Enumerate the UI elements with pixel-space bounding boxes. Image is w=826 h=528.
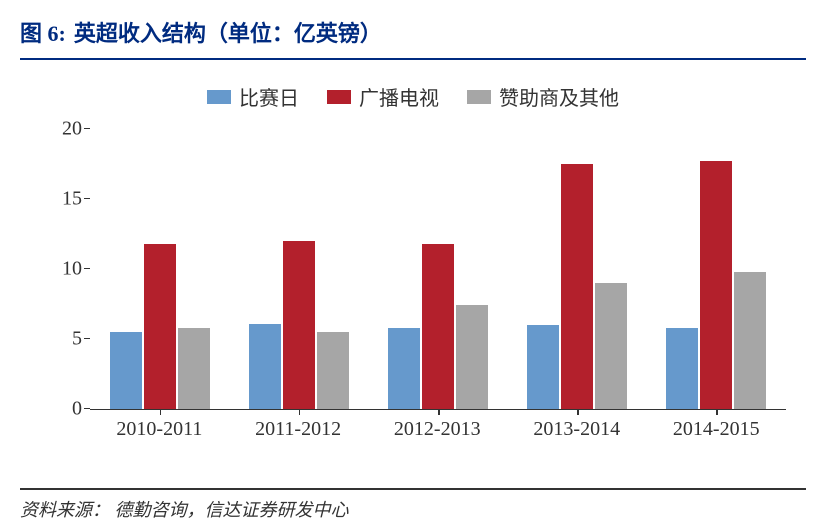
bar-group bbox=[110, 244, 210, 409]
chart-plot: 05101520 bbox=[90, 129, 786, 410]
x-tick-label: 2012-2013 bbox=[394, 418, 481, 441]
figure-title-text: 英超收入结构（单位：亿英镑） bbox=[74, 16, 382, 48]
y-tick-label: 0 bbox=[42, 398, 82, 421]
bar-group bbox=[666, 161, 766, 409]
y-tick-mark bbox=[84, 338, 90, 340]
bar-group bbox=[527, 164, 627, 409]
x-tick-mark bbox=[299, 409, 301, 415]
x-tick-label: 2011-2012 bbox=[255, 418, 341, 441]
bar-sponsor bbox=[595, 283, 627, 409]
legend-label-broadcast: 广播电视 bbox=[359, 82, 439, 111]
y-tick-label: 10 bbox=[42, 258, 82, 281]
legend-swatch-broadcast bbox=[327, 90, 351, 104]
y-tick-mark bbox=[84, 268, 90, 270]
x-tick-label: 2013-2014 bbox=[533, 418, 620, 441]
bar-sponsor bbox=[734, 272, 766, 409]
x-tick-mark bbox=[160, 409, 162, 415]
y-tick-label: 15 bbox=[42, 188, 82, 211]
bar-sponsor bbox=[317, 332, 349, 409]
bar-sponsor bbox=[178, 328, 210, 409]
y-tick-mark bbox=[84, 198, 90, 200]
legend-swatch-matchday bbox=[207, 90, 231, 104]
y-tick-mark bbox=[84, 128, 90, 130]
legend-item-sponsor: 赞助商及其他 bbox=[467, 82, 619, 111]
bar-broadcast bbox=[561, 164, 593, 409]
bar-matchday bbox=[249, 324, 281, 409]
source-footer: 资料来源： 德勤咨询，信达证券研发中心 bbox=[20, 488, 806, 522]
bar-broadcast bbox=[144, 244, 176, 409]
bar-broadcast bbox=[700, 161, 732, 409]
source-label: 资料来源： bbox=[20, 500, 110, 520]
bar-matchday bbox=[666, 328, 698, 409]
bar-group bbox=[388, 244, 488, 409]
legend-label-sponsor: 赞助商及其他 bbox=[499, 82, 619, 111]
source-text: 德勤咨询，信达证券研发中心 bbox=[115, 500, 349, 520]
bar-matchday bbox=[527, 325, 559, 409]
bar-matchday bbox=[110, 332, 142, 409]
x-tick-mark bbox=[438, 409, 440, 415]
legend-swatch-sponsor bbox=[467, 90, 491, 104]
y-tick-label: 5 bbox=[42, 328, 82, 351]
legend-label-matchday: 比赛日 bbox=[239, 82, 299, 111]
figure-title-prefix: 图 6: bbox=[20, 16, 66, 48]
chart-legend: 比赛日 广播电视 赞助商及其他 bbox=[20, 72, 806, 129]
x-tick-mark bbox=[577, 409, 579, 415]
bar-broadcast bbox=[283, 241, 315, 409]
y-tick-label: 20 bbox=[42, 118, 82, 141]
legend-item-matchday: 比赛日 bbox=[207, 82, 299, 111]
x-tick-mark bbox=[716, 409, 718, 415]
bar-matchday bbox=[388, 328, 420, 409]
x-tick-label: 2014-2015 bbox=[673, 418, 760, 441]
figure-container: 图 6: 英超收入结构（单位：亿英镑） 比赛日广播电视赞助商及其他 051015… bbox=[0, 0, 826, 528]
bar-groups bbox=[90, 129, 786, 409]
bar-sponsor bbox=[456, 305, 488, 409]
bar-group bbox=[249, 241, 349, 409]
legend-item-broadcast: 广播电视 bbox=[327, 82, 439, 111]
figure-title-row: 图 6: 英超收入结构（单位：亿英镑） bbox=[20, 10, 806, 60]
chart-area: 比赛日广播电视赞助商及其他 05101520 2010-20112011-201… bbox=[20, 60, 806, 472]
y-tick-mark bbox=[84, 408, 90, 410]
x-tick-label: 2010-2011 bbox=[116, 418, 202, 441]
bar-broadcast bbox=[422, 244, 454, 409]
